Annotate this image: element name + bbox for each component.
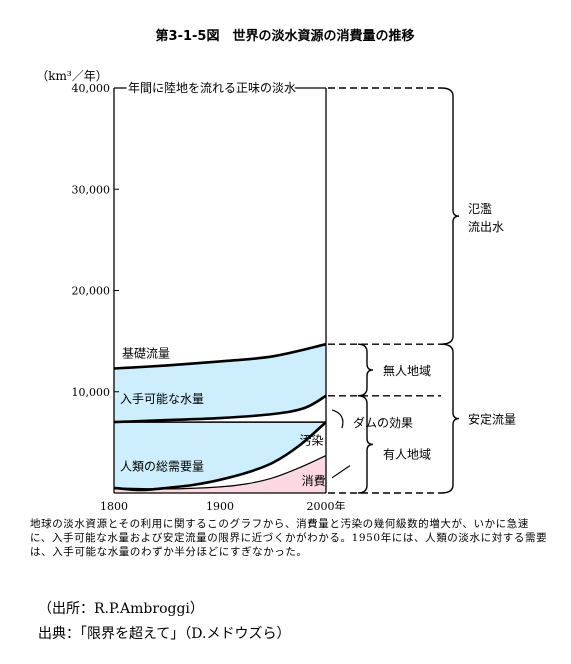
annotation-stable-flow: 安定流量	[468, 412, 516, 427]
annotation-dam-effect: ダムの効果	[353, 415, 413, 430]
brace-uninhabited	[357, 343, 374, 397]
series-line-available-water	[113, 394, 327, 424]
annotation-inhabited: 有人地域	[383, 447, 431, 461]
y-tick-label: 20,000	[72, 285, 111, 298]
brace-inhabited	[357, 395, 374, 494]
source-line: （出所：R.P.Ambroggi）	[38, 601, 204, 617]
series-label-consumption: 消費	[302, 473, 326, 488]
brace-flood-runoff	[440, 87, 460, 345]
series-line-consumption	[113, 454, 327, 490]
x-tick-label: 1800	[100, 500, 128, 510]
series-line-total-demand	[113, 421, 327, 492]
y-axis-label: （km³／年）	[36, 69, 107, 83]
series-line-base-flow	[113, 342, 327, 370]
plot-area: 10,000 20,000 30,000 40,000 1800 1900 2000年 年間に…	[72, 79, 517, 510]
annotation-flood-line2: 流出水	[468, 220, 504, 234]
x-tick-label: 2000年	[307, 499, 346, 510]
x-tick-label: 1900	[206, 500, 234, 510]
series-label-available-water: 入手可能な水量	[120, 392, 204, 406]
annotation-pollution: 汚染	[300, 432, 324, 447]
y-tick-label: 30,000	[72, 183, 111, 196]
annotation-flood-line1: 氾濫	[468, 202, 492, 216]
chart-caption: 地球の淡水資源とその利用に関するこのグラフから、消費量と汚染の幾何級数的増大が、…	[30, 518, 548, 558]
pollution-pointer	[331, 465, 351, 479]
y-tick-label: 10,000	[72, 386, 111, 399]
chart-title: 第3-1-5図 世界の淡水資源の消費量の推移	[156, 28, 415, 44]
series-label-total-demand: 人類の総需要量	[120, 460, 204, 474]
citation-line: 出典：「限界を超えて」（D.メドウズら）	[38, 626, 291, 642]
chart-svg: 第3-1-5図 世界の淡水資源の消費量の推移 （km³／年） 10,000 20,…	[36, 28, 517, 510]
y-tick-label: 40,000	[72, 82, 111, 95]
area-base-to-available	[114, 344, 326, 423]
series-label-base-flow: 基礎流量	[122, 346, 170, 360]
area-consumption	[114, 455, 326, 493]
area-reference-to-demand	[114, 422, 326, 490]
series-label-net-freshwater: 年間に陸地を流れる正味の淡水	[128, 81, 296, 95]
annotation-uninhabited: 無人地域	[383, 363, 431, 378]
dam-effect-bracket	[331, 409, 344, 429]
brace-stable-flow	[440, 343, 460, 494]
